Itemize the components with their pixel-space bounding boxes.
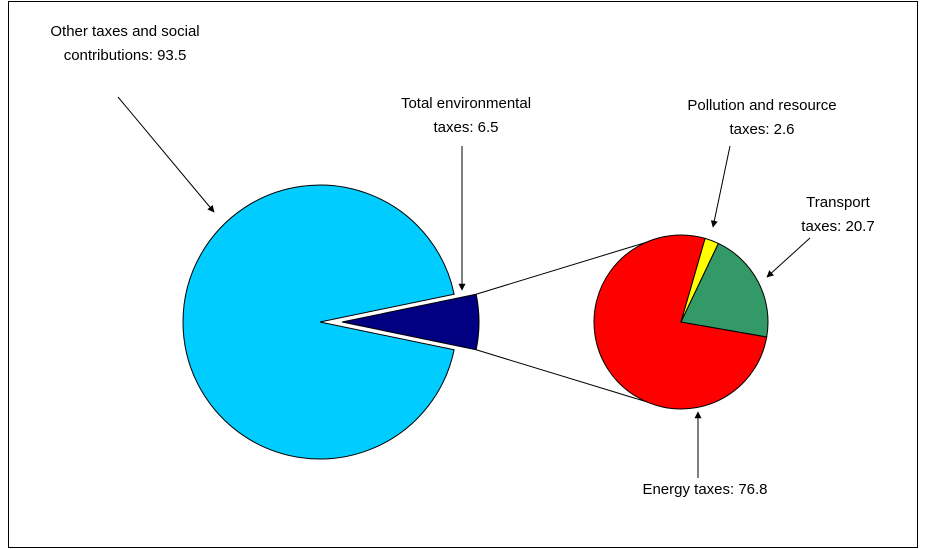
data-label: Other taxes and social contributions: 93… [50, 23, 200, 64]
data-label: Total environmental taxes: 6.5 [400, 95, 532, 136]
pie-slice [182, 184, 455, 460]
arrow [117, 96, 215, 213]
pie-slice [593, 234, 768, 410]
data-label: Pollution and resource taxes: 2.6 [687, 97, 837, 138]
label-arrows [117, 96, 811, 478]
pie-slice [341, 293, 480, 351]
connectors [476, 235, 667, 409]
arrow [766, 237, 811, 278]
plot-frame [8, 1, 918, 548]
data-label: Energy taxes: 76.8 [642, 481, 768, 498]
pie-slice [680, 242, 769, 338]
connector-line [476, 235, 667, 295]
arrow [710, 145, 731, 228]
data-label: Transport taxes: 20.7 [801, 194, 875, 235]
connector-line [476, 349, 667, 409]
slices [182, 184, 769, 460]
